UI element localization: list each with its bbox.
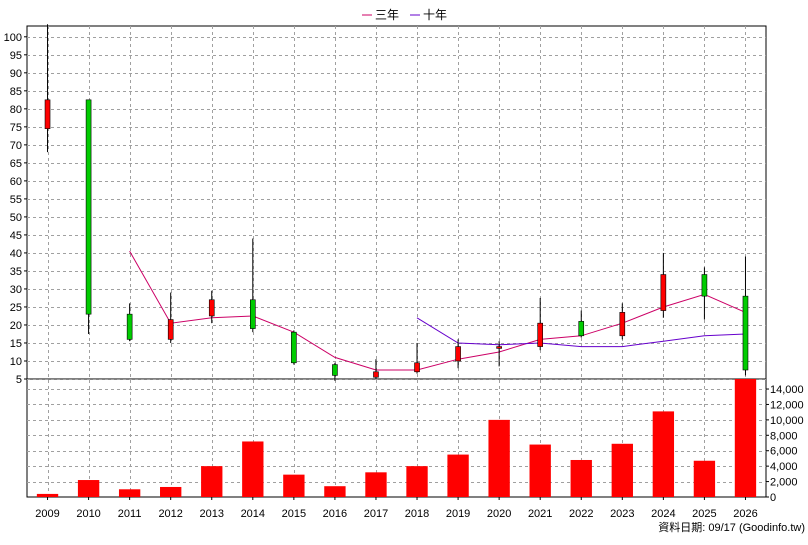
volume-bar (488, 419, 510, 497)
price-tick-label: 15 (10, 338, 22, 350)
x-tick-label: 2018 (405, 508, 429, 520)
price-tick-label: 80 (10, 104, 22, 116)
price-tick-label: 30 (10, 284, 22, 296)
x-tick-label: 2011 (118, 508, 142, 520)
legend-label: 十年 (423, 8, 447, 22)
candle-body (455, 346, 461, 362)
x-tick-label: 2017 (364, 508, 388, 520)
candle-body (619, 312, 626, 337)
volume-panel-frame (26, 378, 767, 498)
volume-bar (570, 459, 592, 497)
volume-bar (734, 379, 757, 497)
volume-tick-label: 4,000 (770, 461, 798, 473)
price-axis-ticks: 5 10 15 20 25 30 35 40 45 50 55 60 65 70 75 80 85 90 95 100 (4, 32, 27, 386)
volume-bar (447, 454, 469, 497)
price-tick-label: 90 (10, 68, 22, 80)
volume-tick-label: 0 (770, 492, 776, 504)
price-tick-label: 100 (4, 32, 22, 44)
x-tick-label: 2013 (200, 508, 224, 520)
x-tick-label: 2021 (528, 508, 552, 520)
volume-bar (283, 474, 305, 497)
volume-tick-label: 10,000 (770, 415, 804, 427)
candle-body (414, 362, 420, 373)
candle-body (44, 99, 51, 129)
price-tick-label: 70 (10, 140, 22, 152)
candle-body (250, 299, 256, 329)
candle-body (291, 331, 297, 364)
price-tick-label: 10 (10, 356, 22, 368)
x-tick-label: 2024 (651, 508, 675, 520)
x-tick-label: 2015 (282, 508, 306, 520)
grid-lines (27, 26, 766, 497)
volume-tick-label: 2,000 (770, 477, 798, 489)
candles (44, 24, 749, 381)
candle-body (85, 99, 92, 315)
x-tick-label: 2026 (733, 508, 757, 520)
source-footer: 資料日期: 09/17 (Goodinfo.tw) (658, 520, 805, 534)
candle-body (660, 274, 667, 311)
x-tick-label: 2025 (692, 508, 716, 520)
volume-bar (529, 444, 551, 497)
volume-bar (406, 466, 428, 497)
candle-body (742, 295, 749, 371)
legend-label: 三年 (375, 8, 399, 22)
volume-axis-ticks: 0 2,000 4,000 6,000 8,000 10,000 12,000 14,000 (766, 384, 804, 504)
volume-bar (77, 480, 100, 497)
x-tick-label: 2023 (610, 508, 634, 520)
volume-bars (36, 379, 757, 497)
moving-average-lines (129, 250, 746, 371)
volume-bar (118, 489, 141, 497)
x-tick-label: 2010 (76, 508, 100, 520)
candle-body (332, 364, 338, 376)
volume-tick-label: 14,000 (770, 384, 804, 396)
volume-bar (611, 443, 633, 497)
volume-bar (693, 460, 716, 497)
x-tick-label: 2014 (241, 508, 265, 520)
volume-bar (201, 466, 223, 497)
x-tick-label: 2016 (323, 508, 347, 520)
volume-tick-label: 6,000 (770, 446, 798, 458)
price-tick-label: 50 (10, 212, 22, 224)
legend: 三年 十年 (362, 8, 447, 22)
price-tick-label: 75 (10, 122, 22, 134)
x-tick-label: 2020 (487, 508, 511, 520)
volume-bar (652, 411, 675, 497)
price-panel-frame (26, 25, 767, 380)
price-tick-label: 60 (10, 176, 22, 188)
price-tick-label: 85 (10, 86, 22, 98)
x-tick-label: 2019 (446, 508, 470, 520)
x-axis-ticks: 2009 2010 2011 2012 2013 2014 2015 2016 2017 2018… (35, 497, 758, 520)
candle-body (208, 299, 215, 317)
price-tick-label: 35 (10, 266, 22, 278)
x-tick-label: 2012 (158, 508, 182, 520)
price-tick-label: 40 (10, 248, 22, 260)
x-tick-label: 2022 (569, 508, 593, 520)
volume-bar (242, 441, 264, 497)
volume-bar (324, 486, 346, 497)
ma-line-10y (416, 317, 746, 348)
candle-body (126, 313, 133, 340)
price-tick-label: 55 (10, 194, 22, 206)
candle-body (167, 319, 174, 340)
ma-line-3y (129, 250, 746, 371)
candle-body (373, 371, 379, 378)
x-tick-label: 2009 (35, 508, 59, 520)
volume-bar (160, 486, 182, 497)
price-tick-label: 65 (10, 158, 22, 170)
price-tick-label: 95 (10, 50, 22, 62)
candle-body (578, 321, 585, 337)
volume-bar (36, 493, 59, 497)
price-tick-label: 45 (10, 230, 22, 242)
candle-body (537, 322, 543, 347)
volume-tick-label: 8,000 (770, 430, 798, 442)
volume-tick-label: 12,000 (770, 399, 804, 411)
candle-body (701, 274, 708, 297)
volume-bar (365, 472, 387, 497)
price-tick-label: 5 (16, 374, 22, 386)
price-tick-label: 25 (10, 302, 22, 314)
candle-body (496, 346, 502, 349)
price-tick-label: 20 (10, 320, 22, 332)
